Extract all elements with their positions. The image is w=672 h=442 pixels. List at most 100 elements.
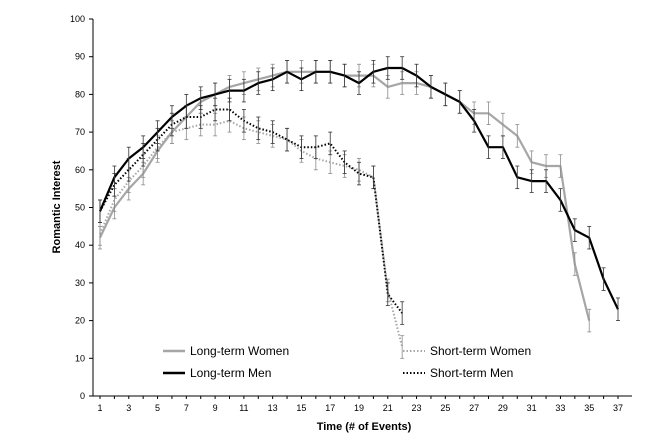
- error-bar: [385, 56, 390, 80]
- x-axis-title: Time (# of Events): [317, 421, 412, 433]
- y-tick-label: 90: [75, 52, 85, 62]
- error-bar: [357, 71, 361, 95]
- error-bar: [213, 97, 218, 122]
- x-tick-label: 29: [498, 403, 508, 413]
- error-bar: [328, 131, 333, 156]
- error-bar: [198, 105, 203, 129]
- error-bar: [400, 301, 405, 325]
- y-tick-label: 70: [75, 127, 85, 137]
- y-tick-label: 0: [80, 391, 85, 401]
- error-bar: [342, 150, 347, 174]
- series-line-long-term-women: [99, 70, 591, 321]
- x-tick-label: 37: [613, 403, 623, 413]
- x-tick-label: 23: [412, 403, 422, 413]
- error-bar: [313, 60, 318, 84]
- series-long-term-men: [98, 56, 620, 322]
- x-tick-label: 33: [555, 403, 565, 413]
- x-tick-label: 13: [268, 403, 278, 413]
- error-bar: [486, 135, 491, 159]
- x-tick-label: 3: [126, 403, 131, 413]
- error-bar: [241, 109, 246, 133]
- x-tick-label: 25: [440, 403, 450, 413]
- error-bar: [299, 67, 304, 92]
- x-tick-label: 31: [527, 403, 537, 413]
- error-bar: [472, 109, 477, 133]
- error-bar: [285, 60, 290, 84]
- legend-label-long-term-women: Long-term Women: [190, 344, 289, 358]
- error-bar: [400, 335, 405, 359]
- x-tick-label: 17: [325, 403, 335, 413]
- x-tick-label: 5: [155, 403, 160, 413]
- y-tick-label: 50: [75, 203, 85, 213]
- error-bar: [544, 169, 549, 193]
- x-tick-label: 35: [584, 403, 594, 413]
- error-bar: [400, 56, 405, 80]
- x-tick-label: 19: [354, 403, 364, 413]
- error-bar: [500, 135, 505, 159]
- y-tick-label: 30: [75, 278, 85, 288]
- legend: Long-term Women Long-term Men Short-term…: [163, 344, 531, 380]
- error-bar: [616, 297, 620, 322]
- error-bar: [112, 173, 117, 197]
- error-bar: [285, 127, 290, 152]
- x-tick-label: 21: [383, 403, 393, 413]
- error-bar: [299, 135, 304, 159]
- error-bar: [270, 120, 275, 144]
- error-bar: [126, 158, 131, 182]
- y-tick-label: 10: [75, 353, 85, 363]
- series-layer: [98, 56, 620, 359]
- error-bar: [270, 67, 275, 92]
- error-bar: [486, 101, 491, 125]
- y-axis-title: Romantic Interest: [51, 160, 63, 253]
- error-bar: [457, 90, 462, 114]
- x-tick-label: 7: [184, 403, 189, 413]
- legend-label-short-term-women: Short-term Women: [430, 344, 531, 358]
- error-bar: [98, 199, 102, 223]
- error-bar: [587, 308, 592, 333]
- error-bar: [256, 116, 261, 141]
- y-tick-label: 40: [75, 240, 85, 250]
- x-tick-label: 1: [97, 403, 102, 413]
- y-tick-label: 20: [75, 316, 85, 326]
- legend-label-short-term-men: Short-term Men: [430, 366, 513, 380]
- error-bar: [558, 188, 563, 212]
- error-bar: [227, 97, 232, 122]
- y-tick-label: 80: [75, 89, 85, 99]
- error-bar: [313, 135, 318, 159]
- x-tick-label: 27: [469, 403, 479, 413]
- error-bar: [371, 165, 376, 190]
- error-bar: [414, 63, 419, 88]
- error-bar: [572, 218, 577, 242]
- error-bar: [241, 78, 246, 103]
- legend-label-long-term-men: Long-term Men: [190, 366, 271, 380]
- series-line-short-term-women: [99, 119, 404, 348]
- error-bar: [443, 82, 448, 107]
- error-bar: [601, 267, 606, 291]
- series-short-term-men: [98, 97, 405, 325]
- error-bar: [515, 165, 520, 190]
- error-bar: [428, 75, 433, 99]
- plot-area: [89, 18, 632, 399]
- error-bar: [342, 63, 347, 88]
- error-bar: [587, 225, 592, 250]
- error-bar: [371, 60, 376, 84]
- error-bar: [141, 143, 146, 167]
- error-bar: [328, 60, 333, 84]
- error-bar: [155, 127, 160, 152]
- error-bar: [572, 252, 577, 276]
- y-tick-label: 100: [70, 14, 85, 24]
- error-bar: [515, 124, 520, 148]
- error-bar: [558, 154, 563, 178]
- x-tick-label: 9: [213, 403, 218, 413]
- error-bar: [529, 169, 534, 193]
- y-tick-label: 60: [75, 165, 85, 175]
- error-bar: [184, 105, 189, 129]
- error-bar: [169, 112, 174, 137]
- series-line-short-term-men: [99, 108, 403, 314]
- error-bar: [385, 282, 390, 306]
- series-long-term-women: [98, 60, 592, 333]
- series-line-long-term-men: [98, 66, 619, 310]
- x-tick-label: 11: [239, 403, 248, 413]
